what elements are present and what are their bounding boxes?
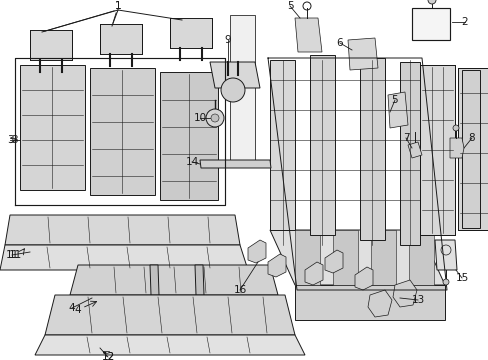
Polygon shape (160, 72, 218, 200)
Polygon shape (354, 267, 372, 290)
Polygon shape (247, 240, 265, 263)
Polygon shape (359, 58, 384, 240)
Polygon shape (90, 68, 155, 195)
Polygon shape (269, 60, 294, 230)
Polygon shape (170, 18, 212, 48)
Circle shape (442, 279, 448, 285)
Polygon shape (267, 254, 285, 277)
Text: 14: 14 (185, 157, 198, 167)
Text: 3: 3 (7, 135, 13, 145)
Polygon shape (399, 62, 419, 245)
Text: 7: 7 (402, 133, 408, 143)
Text: 2: 2 (461, 17, 468, 27)
Polygon shape (347, 38, 377, 70)
Polygon shape (200, 160, 270, 168)
Polygon shape (408, 230, 433, 285)
Text: 1: 1 (115, 1, 121, 11)
Polygon shape (309, 55, 334, 235)
Circle shape (452, 125, 458, 131)
Polygon shape (150, 265, 159, 295)
Text: 8: 8 (468, 133, 474, 143)
Text: 11: 11 (5, 250, 19, 260)
Polygon shape (100, 24, 142, 54)
Polygon shape (325, 250, 342, 273)
Polygon shape (209, 62, 260, 88)
Polygon shape (294, 230, 319, 285)
Text: 12: 12 (101, 352, 114, 360)
Polygon shape (457, 68, 488, 230)
Text: 6: 6 (336, 38, 343, 48)
Text: 5: 5 (286, 1, 293, 11)
Polygon shape (30, 30, 72, 60)
Polygon shape (370, 230, 395, 285)
Polygon shape (229, 15, 254, 165)
Polygon shape (70, 265, 278, 295)
Polygon shape (461, 70, 479, 228)
Text: 3: 3 (11, 135, 17, 145)
Polygon shape (387, 92, 407, 128)
Polygon shape (449, 138, 463, 158)
Circle shape (221, 78, 244, 102)
Circle shape (205, 109, 224, 127)
Polygon shape (392, 280, 416, 307)
Polygon shape (332, 230, 357, 285)
Text: 1: 1 (115, 1, 121, 11)
Text: 5: 5 (391, 95, 398, 105)
Text: 15: 15 (454, 273, 468, 283)
Polygon shape (35, 335, 305, 355)
Text: 11: 11 (8, 250, 21, 260)
Polygon shape (407, 142, 421, 158)
Polygon shape (269, 230, 444, 285)
Polygon shape (434, 240, 456, 270)
Polygon shape (5, 215, 240, 245)
Circle shape (210, 114, 219, 122)
Polygon shape (20, 65, 85, 190)
Circle shape (427, 0, 435, 4)
Text: 9: 9 (224, 35, 231, 45)
Polygon shape (45, 295, 294, 335)
Polygon shape (294, 18, 321, 52)
Text: 10: 10 (193, 113, 206, 123)
Polygon shape (0, 245, 247, 270)
Text: 12: 12 (101, 352, 114, 360)
Polygon shape (305, 262, 323, 285)
Text: 13: 13 (410, 295, 424, 305)
Polygon shape (411, 8, 449, 40)
Polygon shape (367, 290, 391, 317)
Text: 4: 4 (75, 305, 81, 315)
Polygon shape (419, 65, 454, 235)
Polygon shape (195, 265, 203, 295)
Text: 16: 16 (233, 285, 246, 295)
Text: 4: 4 (68, 303, 75, 313)
Polygon shape (294, 285, 444, 320)
